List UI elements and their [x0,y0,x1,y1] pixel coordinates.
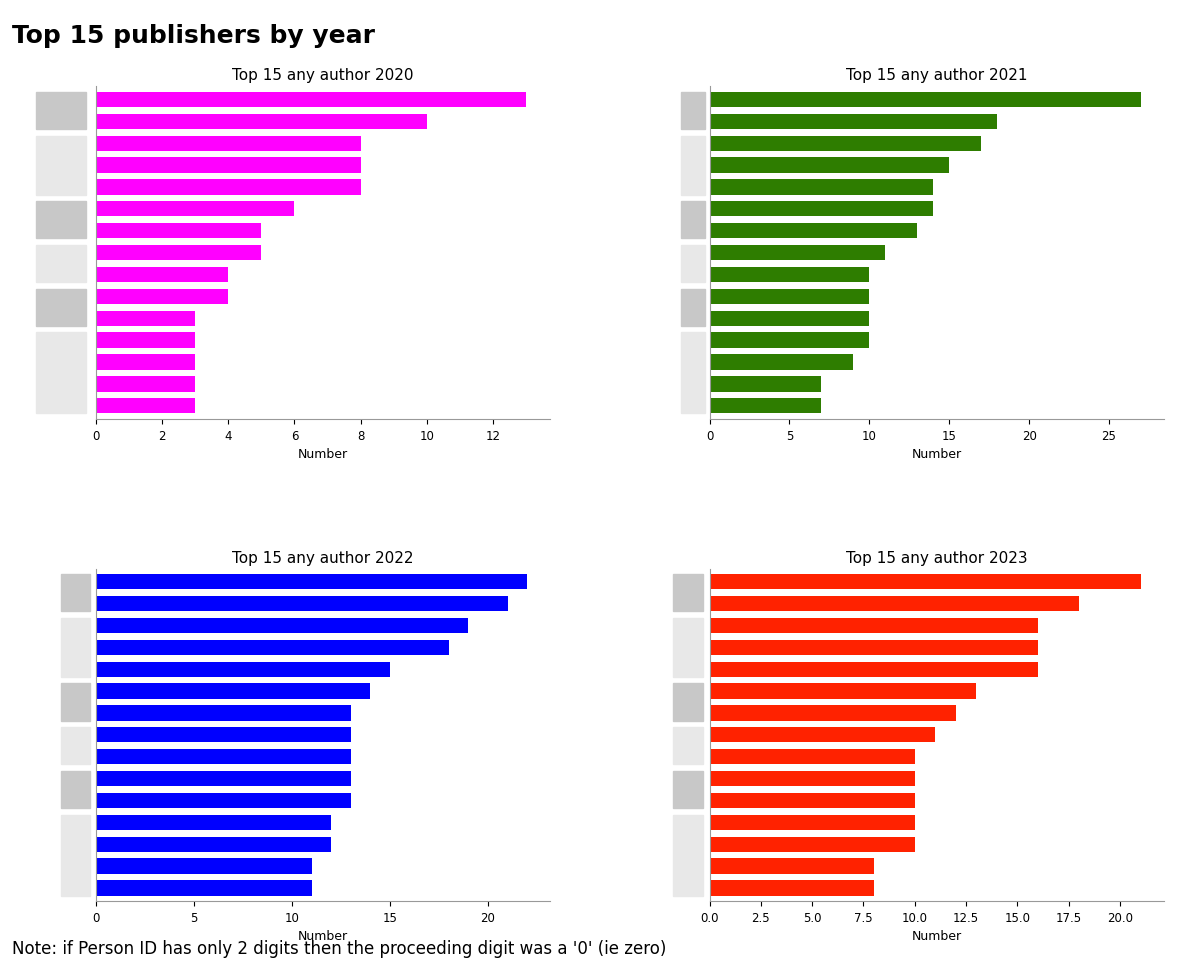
Bar [96,640,449,655]
Bar [709,355,853,370]
Bar [709,224,917,239]
X-axis label: Number: Number [298,448,348,460]
Bar [709,180,934,196]
Bar [672,684,703,721]
Bar [61,771,90,808]
Bar [709,333,869,349]
Bar [61,728,90,765]
X-axis label: Number: Number [912,448,962,460]
Bar [709,815,914,830]
Bar [96,246,262,261]
Bar [96,836,331,852]
Bar [680,137,704,196]
X-axis label: Number: Number [298,929,348,943]
Bar [709,618,1038,634]
Bar [709,771,914,787]
Bar [709,114,997,130]
Text: Top 15 publishers by year: Top 15 publishers by year [12,24,374,48]
Bar [61,618,90,677]
Bar [680,246,704,283]
Bar [96,662,390,677]
Bar [96,114,427,130]
Bar [709,836,914,852]
Bar [709,93,1141,108]
Bar [709,290,869,304]
Bar [61,684,90,721]
Bar [709,859,874,874]
Bar [96,224,262,239]
Title: Top 15 any author 2020: Top 15 any author 2020 [233,68,414,83]
Bar [709,705,956,721]
Bar [61,815,90,895]
Bar [96,398,196,414]
Bar [709,137,982,152]
Bar [96,377,196,392]
Bar [96,290,228,304]
Bar [709,640,1038,655]
Bar [680,333,704,414]
Bar [709,749,914,765]
Bar [672,771,703,808]
Bar [96,618,468,634]
Text: Note: if Person ID has only 2 digits then the proceeding digit was a '0' (ie zer: Note: if Person ID has only 2 digits the… [12,939,666,957]
Bar [680,290,704,327]
Bar [96,137,361,152]
Bar [36,137,86,196]
Bar [96,333,196,349]
Bar [709,575,1140,590]
Bar [36,202,86,239]
Bar [709,202,934,217]
X-axis label: Number: Number [912,929,962,943]
Bar [709,398,821,414]
Bar [709,662,1038,677]
Title: Top 15 any author 2022: Top 15 any author 2022 [233,550,414,565]
Bar [709,246,886,261]
Bar [709,267,869,283]
Bar [36,93,86,130]
Title: Top 15 any author 2023: Top 15 any author 2023 [846,550,1027,565]
Bar [36,246,86,283]
Bar [96,859,312,874]
Bar [96,267,228,283]
Bar [61,575,90,611]
Bar [96,93,526,108]
Bar [96,728,350,742]
Bar [680,202,704,239]
Bar [680,93,704,130]
Bar [709,793,914,808]
Bar [96,311,196,327]
Title: Top 15 any author 2021: Top 15 any author 2021 [846,68,1027,83]
Bar [709,596,1079,611]
Bar [672,575,703,611]
Bar [672,728,703,765]
Bar [96,684,371,699]
Bar [96,793,350,808]
Bar [96,815,331,830]
Bar [36,333,86,414]
Bar [96,771,350,787]
Bar [709,311,869,327]
Bar [709,881,874,895]
Bar [96,575,527,590]
Bar [96,202,294,217]
Bar [709,377,821,392]
Bar [96,158,361,173]
Bar [672,815,703,895]
Bar [96,355,196,370]
Bar [96,596,508,611]
Bar [96,749,350,765]
Bar [709,158,949,173]
Bar [96,180,361,196]
Bar [709,684,977,699]
Bar [709,728,935,742]
Bar [96,705,350,721]
Bar [36,290,86,327]
Bar [672,618,703,677]
Bar [96,881,312,895]
